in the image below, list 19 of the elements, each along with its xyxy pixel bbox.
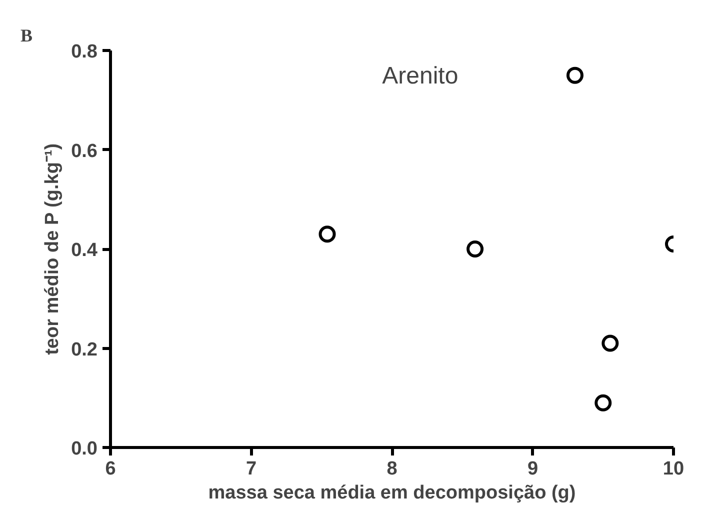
y-tick-label: 0.4 [71, 240, 98, 261]
y-tick-label: 0.6 [71, 140, 98, 162]
point [466, 240, 484, 258]
point [594, 394, 612, 412]
annotation: Arenito [382, 62, 458, 90]
point [602, 334, 619, 352]
x-tick-label: 9 [527, 458, 538, 480]
x-tick-label: 8 [386, 458, 398, 480]
point [566, 66, 584, 84]
x-tick-label: 7 [246, 458, 257, 480]
y-tick-label: 0.0 [71, 438, 98, 460]
x-tick-label: 6 [105, 458, 116, 480]
y-tick-label: 0.2 [71, 339, 98, 360]
y-tick-label: 0.8 [71, 42, 98, 62]
x-axis-title: massa seca média em decomposição (g) [208, 482, 576, 504]
point [318, 226, 336, 243]
chart-title: B [20, 26, 33, 46]
x-tick-label: 10 [662, 458, 684, 480]
y-axis-title: teor médio de P (g.kg⁻¹) [42, 143, 64, 355]
